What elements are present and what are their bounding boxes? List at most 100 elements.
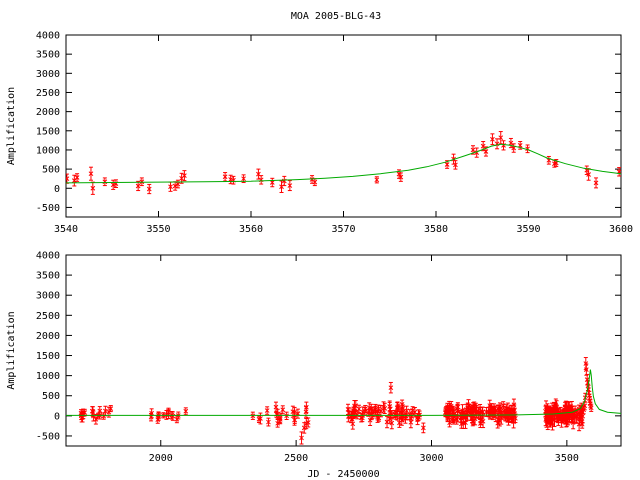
data-point <box>550 417 555 431</box>
data-point <box>471 401 477 412</box>
data-point <box>305 417 311 428</box>
data-point <box>182 170 187 182</box>
data-point <box>447 418 452 428</box>
data-point <box>490 133 495 146</box>
data-point <box>269 177 275 188</box>
data-point <box>368 403 374 414</box>
chart-title: MOA 2005-BLG-43 <box>291 11 381 22</box>
data-point <box>408 416 414 429</box>
data-point <box>494 138 500 150</box>
x-axis-label: JD - 2450000 <box>307 469 379 480</box>
data-point <box>258 175 264 185</box>
y-tick-label: 0 <box>54 184 60 195</box>
plot-area <box>66 131 621 195</box>
data-point <box>301 422 307 434</box>
y-tick-label: 3000 <box>36 69 60 80</box>
data-point <box>387 400 393 413</box>
data-point <box>256 168 261 180</box>
y-axis-label: Amplification <box>6 311 17 389</box>
data-point <box>146 183 152 195</box>
y-tick-label: 3000 <box>36 291 60 302</box>
full-panel: -500 0 500 1000 1500 2000 2500 3000 3500 4000 2000… <box>6 251 622 480</box>
y-tick-label: 3500 <box>36 271 60 282</box>
data-point <box>470 145 476 155</box>
data-point <box>576 417 582 432</box>
x-tick-label: 3570 <box>331 224 355 235</box>
data-point <box>454 404 460 413</box>
data-point <box>352 400 357 412</box>
data-point <box>256 415 262 423</box>
y-tick-label: -500 <box>36 203 60 214</box>
x-tick-label: 2000 <box>149 453 173 464</box>
data-point <box>453 160 458 170</box>
x-tick-label: 3000 <box>419 453 443 464</box>
data-point <box>345 403 351 415</box>
y-tick-label: 500 <box>42 165 60 176</box>
x-tick-label: 3550 <box>146 224 170 235</box>
y-tick-label: 2500 <box>36 88 60 99</box>
y-tick-label: -500 <box>36 431 60 442</box>
data-point <box>569 412 575 423</box>
data-point <box>222 172 228 182</box>
x-tick-label: 2500 <box>284 453 308 464</box>
model-curve <box>66 143 621 184</box>
data-point <box>497 415 503 427</box>
data-point <box>398 172 404 182</box>
data-point <box>381 401 386 413</box>
data-point <box>135 180 141 192</box>
data-point <box>399 399 405 410</box>
x-tick-label: 3500 <box>555 453 579 464</box>
data-point <box>487 399 493 412</box>
x-tick-label: 3590 <box>516 224 540 235</box>
data-point <box>588 403 594 412</box>
y-tick-label: 4000 <box>36 251 60 262</box>
data-point <box>299 431 304 445</box>
data-point <box>108 405 114 413</box>
data-point <box>388 381 394 394</box>
y-tick-label: 500 <box>42 391 60 402</box>
data-point <box>407 409 413 421</box>
y-tick-label: 1000 <box>36 371 60 382</box>
model-curve <box>66 369 621 416</box>
x-tick-label: 3540 <box>54 224 78 235</box>
data-point <box>266 417 271 427</box>
data-point <box>389 410 395 420</box>
data-point <box>469 409 475 420</box>
data-point <box>480 406 485 419</box>
plot-area <box>66 357 621 445</box>
y-tick-label: 1000 <box>36 145 60 156</box>
data-point <box>264 406 270 415</box>
data-point <box>497 402 503 411</box>
zoom-panel: -500 0 500 1000 1500 2000 2500 3000 3500 4000 3540… <box>6 31 633 236</box>
data-point <box>501 140 506 151</box>
y-tick-label: 3500 <box>36 50 60 61</box>
data-point <box>415 413 420 422</box>
data-point <box>88 166 94 181</box>
data-point <box>593 177 599 189</box>
plot-frame <box>65 254 622 447</box>
data-point <box>511 398 517 411</box>
data-point <box>90 181 96 195</box>
x-tick-label: 3600 <box>609 224 633 235</box>
data-point <box>508 137 514 149</box>
data-point <box>183 407 189 416</box>
data-point <box>287 180 293 192</box>
data-point <box>564 408 569 422</box>
x-tick-label: 3560 <box>239 224 263 235</box>
data-point <box>498 131 504 145</box>
data-point <box>421 422 426 434</box>
y-tick-label: 4000 <box>36 31 60 42</box>
y-tick-label: 2000 <box>36 107 60 118</box>
data-point <box>280 405 286 415</box>
data-point <box>273 401 279 413</box>
y-tick-label: 2000 <box>36 331 60 342</box>
data-point <box>312 178 318 187</box>
data-point <box>168 181 173 192</box>
data-point <box>241 174 246 184</box>
data-point <box>155 415 161 424</box>
data-point <box>493 405 498 416</box>
data-point <box>583 363 589 376</box>
data-point <box>513 413 518 424</box>
data-point <box>71 174 77 187</box>
